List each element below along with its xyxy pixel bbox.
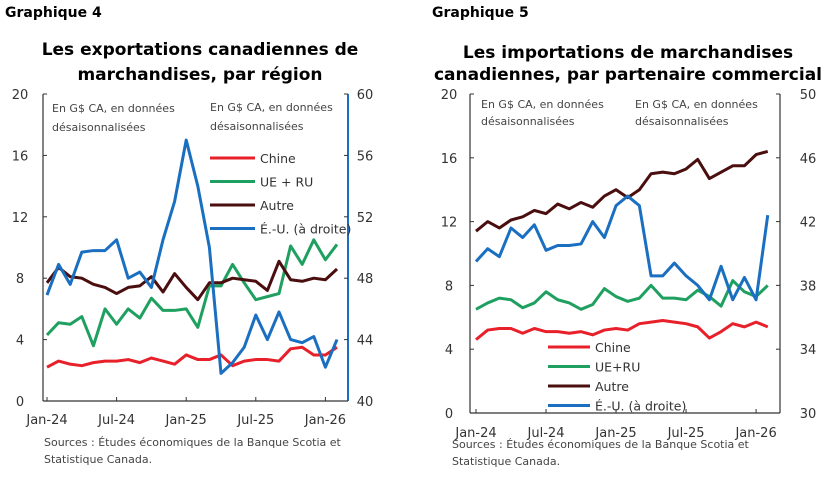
sources-note: Sources : Études économiques de la Banqu… [44, 436, 342, 449]
legend-label-chine: Chine [595, 340, 631, 355]
y2-tick-label: 30 [800, 407, 817, 422]
chart-label: Graphique 5 [432, 5, 529, 21]
y2-tick-label: 46 [800, 152, 817, 167]
chart-title: Les exportations canadiennes de [42, 40, 359, 60]
legend-label-eu: É.-U. (à droite) [595, 399, 686, 414]
left-axis-note: En G$ CA, en données [52, 102, 175, 115]
right-axis-note: désaisonnalisées [210, 120, 304, 133]
left-axis-note: désaisonnalisées [52, 121, 146, 134]
legend-label-autre: Autre [260, 198, 294, 213]
x-tick-label: Jan-25 [165, 413, 207, 428]
series-line-autre [475, 149, 769, 233]
y2-tick-label: 48 [357, 272, 374, 287]
y-tick-label: 20 [12, 88, 29, 103]
sources-note: Statistique Canada. [44, 453, 152, 466]
legend-label-ue: UE+RU [595, 360, 640, 375]
y2-tick-label: 56 [357, 149, 374, 164]
chart-title: Les importations de marchandises [463, 43, 793, 63]
x-tick-label: Jul-24 [527, 426, 565, 441]
x-tick-label: Jan-24 [454, 426, 496, 441]
y2-tick-label: 60 [357, 88, 374, 103]
x-tick-label: Jul-25 [236, 413, 274, 428]
series-line-eu [474, 194, 770, 302]
y-tick-label: 12 [12, 211, 29, 226]
y2-tick-label: 42 [800, 216, 817, 231]
chart-2: Graphique 5 Les importations de marchandi… [432, 5, 822, 468]
y-tick-label: 16 [12, 149, 29, 164]
left-axis-note: désaisonnalisées [481, 115, 575, 128]
x-tick-label: Jan-24 [25, 413, 67, 428]
x-tick-label: Jan-26 [304, 413, 346, 428]
right-axis-note: En G$ CA, en données [635, 98, 758, 111]
y-tick-label: 4 [16, 334, 24, 349]
series-line-ue [45, 238, 339, 348]
y-tick-label: 16 [441, 152, 458, 167]
series-line-autre [45, 259, 339, 302]
x-tick-label: Jul-24 [97, 413, 135, 428]
y-tick-label: 8 [16, 272, 24, 287]
series-line-chine [475, 318, 769, 341]
x-tick-label: Jan-25 [594, 426, 636, 441]
x-tick-label: Jul-25 [667, 426, 705, 441]
legend-label-eu: É.-U. (à droite) [260, 222, 351, 237]
chart-title: marchandises, par région [77, 65, 322, 85]
legend-label-ue: UE + RU [260, 175, 313, 190]
series-line-ue [475, 279, 769, 311]
sources-note: Sources : Études économiques de la Banqu… [452, 438, 750, 451]
y-tick-label: 0 [445, 407, 453, 422]
sources-note: Statistique Canada. [452, 455, 560, 468]
chart-label: Graphique 4 [5, 5, 102, 21]
y2-tick-label: 34 [800, 343, 817, 358]
legend-label-autre: Autre [595, 379, 629, 394]
right-axis-note: En G$ CA, en données [210, 101, 333, 114]
right-axis-note: désaisonnalisées [635, 115, 729, 128]
y-tick-label: 0 [16, 395, 24, 410]
y2-tick-label: 44 [357, 334, 374, 349]
y-tick-label: 4 [445, 343, 453, 358]
y2-tick-label: 52 [357, 211, 374, 226]
left-axis-note: En G$ CA, en données [481, 98, 604, 111]
y-tick-label: 20 [441, 88, 458, 103]
y-tick-label: 8 [445, 279, 453, 294]
y2-tick-label: 40 [357, 395, 374, 410]
y-tick-label: 12 [441, 216, 458, 231]
series-line-chine [46, 345, 338, 369]
y2-tick-label: 38 [800, 279, 817, 294]
series-line-eu [45, 138, 339, 375]
legend-label-chine: Chine [260, 151, 296, 166]
x-tick-label: Jan-26 [734, 426, 776, 441]
chart-1: Graphique 4 Les exportations canadiennes … [5, 5, 373, 466]
chart-title: canadiennes, par partenaire commercial [434, 65, 822, 85]
y2-tick-label: 50 [800, 88, 817, 103]
